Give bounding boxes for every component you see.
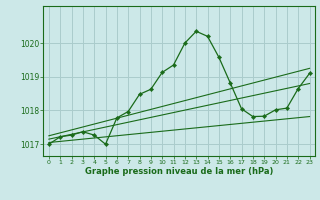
X-axis label: Graphe pression niveau de la mer (hPa): Graphe pression niveau de la mer (hPa) xyxy=(85,167,273,176)
